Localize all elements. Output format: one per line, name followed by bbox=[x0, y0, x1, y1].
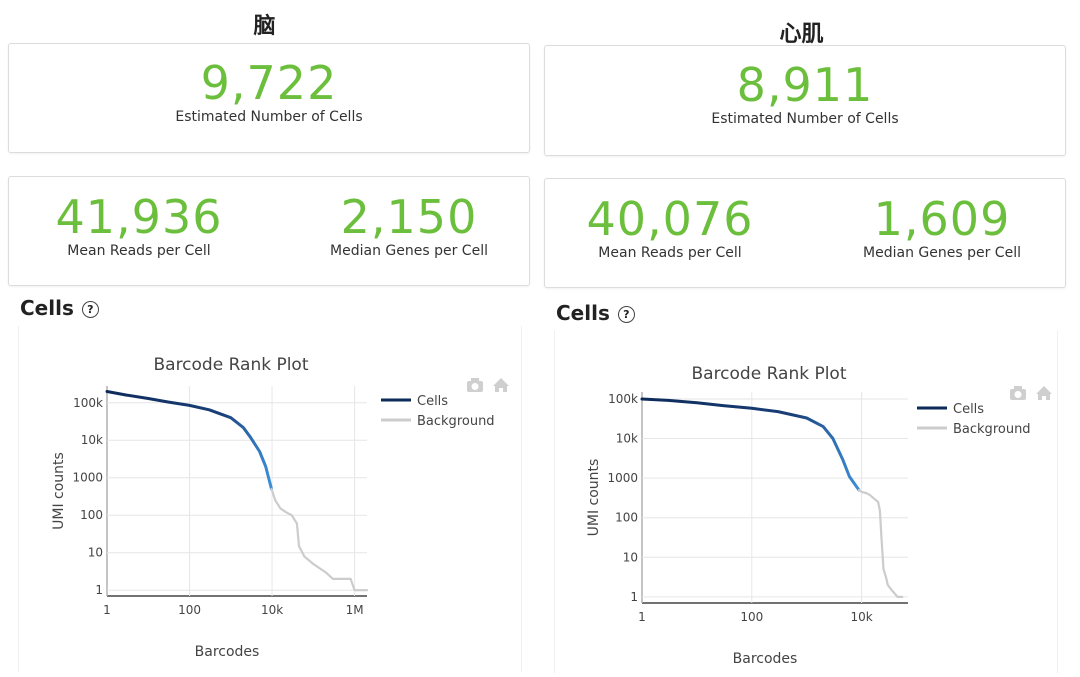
y-axis-label: UMI counts bbox=[586, 459, 602, 537]
panel-heart: 心肌 8,911 Estimated Number of Cells 40,07… bbox=[536, 0, 1071, 677]
mean-reads-label: Mean Reads per Cell bbox=[598, 245, 742, 261]
estimated-cells-value: 8,911 bbox=[736, 58, 874, 112]
home-shape bbox=[493, 378, 509, 392]
x-tick-label: 1 bbox=[638, 610, 646, 624]
x-axis-label: Barcodes bbox=[733, 651, 798, 667]
cells-section-title: Cells? bbox=[20, 296, 99, 320]
barcode-rank-plot: Barcode Rank Plot 1 100 10k 1M 1 10 100 1000 10k 1… bbox=[51, 355, 509, 660]
median-genes-metric: 1,609 Median Genes per Cell bbox=[827, 194, 1057, 262]
chart-title: Barcode Rank Plot bbox=[153, 355, 308, 375]
estimated-cells-metric: 9,722 Estimated Number of Cells bbox=[9, 58, 529, 126]
x-axis-label: Barcodes bbox=[195, 644, 260, 660]
camera-top bbox=[471, 378, 479, 382]
cells-title-text: Cells bbox=[20, 296, 74, 320]
camera-lens bbox=[471, 383, 479, 390]
home-icon[interactable] bbox=[1036, 386, 1052, 400]
barcode-rank-plot-area: Barcode Rank Plot 1 100 10k 1M 1 10 100 1000 10k 1… bbox=[18, 326, 522, 672]
camera-icon[interactable] bbox=[467, 378, 483, 392]
mean-reads-metric: 40,076 Mean Reads per Cell bbox=[555, 194, 785, 262]
median-genes-label: Median Genes per Cell bbox=[330, 243, 488, 259]
y-tick-label: 1000 bbox=[72, 471, 103, 485]
y-tick-label: 10 bbox=[623, 550, 638, 564]
x-tick-label: 10k bbox=[261, 603, 283, 617]
legend-label: Background bbox=[953, 422, 1031, 437]
y-tick-label: 100k bbox=[73, 396, 103, 410]
background-series-line bbox=[270, 487, 369, 592]
estimated-cells-label: Estimated Number of Cells bbox=[175, 109, 363, 125]
legend-label: Background bbox=[417, 414, 495, 429]
estimated-cells-metric: 8,911 Estimated Number of Cells bbox=[545, 60, 1065, 128]
median-genes-value: 1,609 bbox=[873, 192, 1011, 246]
chart-legend: Cells Background bbox=[381, 394, 495, 429]
x-tick-label: 1 bbox=[103, 603, 111, 617]
x-tick-label: 10k bbox=[850, 610, 872, 624]
legend-item-cells[interactable]: Cells bbox=[917, 402, 984, 417]
x-tick-label: 1M bbox=[346, 603, 364, 617]
mean-reads-value: 41,936 bbox=[55, 190, 223, 244]
y-tick-label: 10k bbox=[81, 433, 103, 447]
y-tick-label: 100 bbox=[615, 511, 638, 525]
legend-item-background[interactable]: Background bbox=[381, 414, 495, 429]
estimated-cells-card: 8,911 Estimated Number of Cells bbox=[544, 45, 1066, 156]
barcode-rank-plot-area: Barcode Rank Plot 1 100 10k 1 10 100 1000 10k 100… bbox=[554, 330, 1058, 673]
plot-toolbar bbox=[467, 378, 509, 392]
help-icon[interactable]: ? bbox=[617, 306, 635, 323]
legend-label: Cells bbox=[417, 394, 448, 409]
median-genes-value: 2,150 bbox=[340, 190, 478, 244]
y-tick-label: 100k bbox=[608, 392, 638, 406]
legend-label: Cells bbox=[953, 402, 984, 417]
legend-item-cells[interactable]: Cells bbox=[381, 394, 448, 409]
tissue-title: 心肌 bbox=[779, 22, 824, 47]
camera-icon[interactable] bbox=[1010, 386, 1026, 400]
tissue-title: 脑 bbox=[253, 14, 276, 39]
home-shape bbox=[1036, 386, 1052, 400]
y-tick-label: 1000 bbox=[607, 471, 638, 485]
estimated-cells-value: 9,722 bbox=[200, 56, 338, 110]
camera-top bbox=[1014, 386, 1022, 390]
panel-brain: 脑 9,722 Estimated Number of Cells 41,936… bbox=[0, 0, 535, 677]
y-tick-label: 10k bbox=[616, 432, 638, 446]
y-tick-label: 1 bbox=[630, 590, 638, 604]
median-genes-label: Median Genes per Cell bbox=[863, 245, 1021, 261]
cells-title-text: Cells bbox=[556, 301, 610, 325]
estimated-cells-card: 9,722 Estimated Number of Cells bbox=[8, 43, 530, 153]
y-tick-label: 1 bbox=[95, 583, 103, 597]
estimated-cells-label: Estimated Number of Cells bbox=[711, 111, 899, 127]
summary-metrics-card: 41,936 Mean Reads per Cell 2,150 Median … bbox=[8, 176, 530, 286]
x-tick-label: 100 bbox=[178, 603, 201, 617]
y-tick-label: 10 bbox=[88, 546, 103, 560]
cells-section-title: Cells? bbox=[556, 301, 635, 325]
barcode-rank-plot: Barcode Rank Plot 1 100 10k 1 10 100 1000 10k 100… bbox=[586, 364, 1052, 667]
x-tick-label: 100 bbox=[740, 610, 763, 624]
mean-reads-label: Mean Reads per Cell bbox=[67, 243, 211, 259]
camera-lens bbox=[1014, 391, 1022, 398]
y-tick-label: 100 bbox=[80, 508, 103, 522]
cells-series-line bbox=[640, 397, 861, 492]
mean-reads-value: 40,076 bbox=[586, 192, 754, 246]
plot-toolbar bbox=[1010, 386, 1052, 400]
y-axis-label: UMI counts bbox=[51, 452, 67, 530]
median-genes-metric: 2,150 Median Genes per Cell bbox=[294, 192, 524, 260]
legend-item-background[interactable]: Background bbox=[917, 422, 1031, 437]
summary-metrics-card: 40,076 Mean Reads per Cell 1,609 Median … bbox=[544, 178, 1066, 288]
chart-legend: Cells Background bbox=[917, 402, 1031, 437]
home-icon[interactable] bbox=[493, 378, 509, 392]
cells-series-line bbox=[105, 390, 273, 491]
help-icon[interactable]: ? bbox=[81, 301, 99, 318]
background-series-line bbox=[857, 488, 904, 598]
chart-title: Barcode Rank Plot bbox=[691, 364, 846, 384]
mean-reads-metric: 41,936 Mean Reads per Cell bbox=[24, 192, 254, 260]
